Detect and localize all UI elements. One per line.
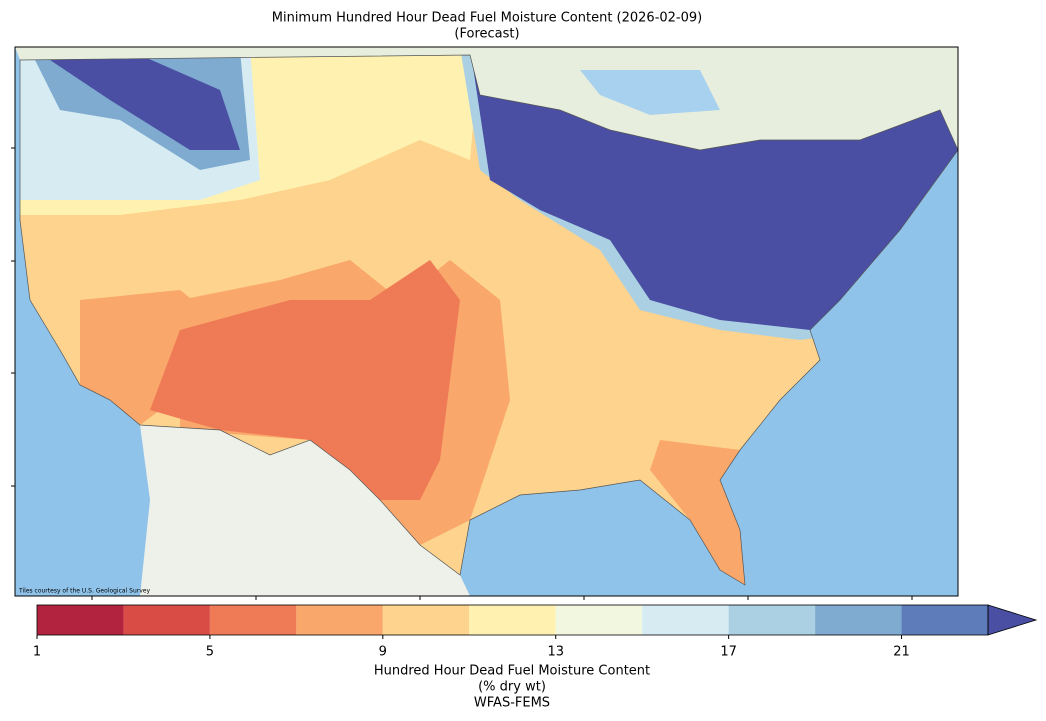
axis-ticks — [11, 147, 913, 600]
source: WFAS-FEMS — [474, 696, 550, 711]
colorbar-segment — [382, 605, 470, 635]
colorbar-segment — [123, 605, 210, 635]
colorbar-segment — [296, 605, 383, 635]
colorbar-tick-label: 1 — [33, 645, 41, 660]
canada — [15, 47, 958, 150]
colorbar-segment — [728, 605, 816, 635]
mexico — [140, 425, 470, 596]
colorbar-segment — [37, 605, 124, 635]
colorbar-tick-label: 21 — [893, 645, 910, 660]
colorbar-tick-label: 17 — [720, 645, 737, 660]
colorbar-frame — [36, 604, 989, 636]
colorbar-label: Hundred Hour Dead Fuel Moisture Content — [374, 664, 650, 679]
map: Tiles courtesy of the U.S. Geological Su… — [15, 47, 958, 596]
chart-title: Minimum Hundred Hour Dead Fuel Moisture … — [272, 11, 703, 26]
map-frame — [14, 46, 959, 597]
colorbar-tick-label: 5 — [206, 645, 214, 660]
colorbar-segment — [642, 605, 729, 635]
colorbar-segment — [209, 605, 297, 635]
colorbar-segment — [555, 605, 643, 635]
us-fields — [20, 55, 958, 585]
chart-subtitle: (Forecast) — [454, 27, 519, 42]
lake — [580, 70, 720, 115]
colorbar-segment — [469, 605, 556, 635]
us-outline — [19, 54, 958, 586]
colorbar-segment — [901, 605, 988, 635]
colorbar-tick-label: 9 — [379, 645, 387, 660]
colorbar-extend — [987, 604, 1038, 636]
colorbar-tick-label: 13 — [547, 645, 564, 660]
colorbar-units: (% dry wt) — [478, 680, 546, 695]
colorbar-segment — [815, 605, 902, 635]
attribution: Tiles courtesy of the U.S. Geological Su… — [18, 588, 150, 595]
